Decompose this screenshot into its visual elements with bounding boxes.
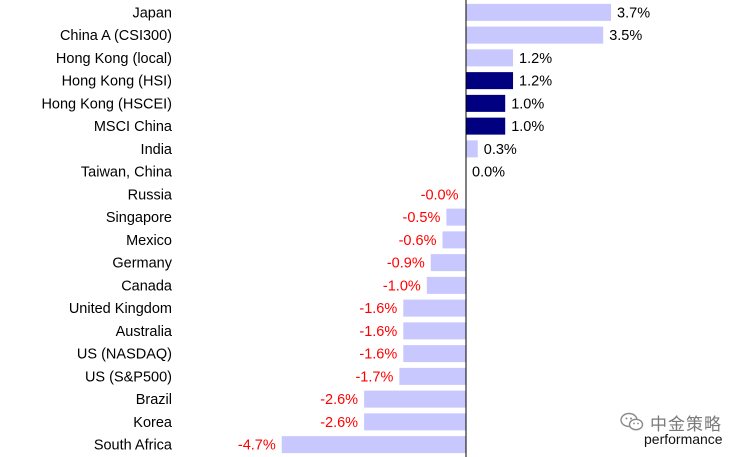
watermark-subtext: performance — [644, 431, 723, 447]
value-label-united-kingdom: -1.6% — [359, 301, 397, 317]
category-label-mexico: Mexico — [126, 233, 172, 249]
value-label-us-nasdaq: -1.6% — [359, 347, 397, 363]
value-label-germany: -0.9% — [387, 256, 425, 272]
value-label-hong-kong-hsi: 1.2% — [519, 74, 552, 90]
value-label-mexico: -0.6% — [399, 233, 437, 249]
value-label-japan: 3.7% — [617, 5, 650, 21]
category-label-taiwan-china: Taiwan, China — [81, 165, 173, 181]
bar-china-a-csi300 — [466, 26, 604, 44]
category-label-hong-kong-hscei: Hong Kong (HSCEI) — [41, 96, 172, 112]
value-label-msci-china: 1.0% — [511, 119, 544, 135]
bar-brazil — [364, 390, 466, 408]
category-label-canada: Canada — [121, 278, 173, 294]
category-label-japan: Japan — [132, 5, 172, 21]
value-label-canada: -1.0% — [383, 278, 421, 294]
category-label-hong-kong-hsi: Hong Kong (HSI) — [62, 74, 172, 90]
category-label-hong-kong-local: Hong Kong (local) — [56, 51, 172, 67]
category-label-china-a-csi300: China A (CSI300) — [60, 28, 172, 44]
category-label-korea: Korea — [133, 415, 173, 431]
value-label-us-s-p500: -1.7% — [355, 369, 393, 385]
value-label-korea: -2.6% — [320, 415, 358, 431]
category-label-india: India — [141, 142, 173, 158]
bar-msci-china — [466, 117, 506, 135]
category-label-south-africa: South Africa — [94, 438, 173, 454]
category-label-msci-china: MSCI China — [94, 119, 173, 135]
wechat-icon — [620, 412, 644, 431]
bar-india — [466, 140, 478, 158]
category-label-russia: Russia — [128, 187, 173, 203]
bar-united-kingdom — [403, 299, 466, 317]
value-label-taiwan-china: 0.0% — [472, 165, 505, 181]
bar-korea — [364, 413, 466, 431]
value-label-hong-kong-hscei: 1.0% — [511, 96, 544, 112]
value-label-india: 0.3% — [484, 142, 517, 158]
watermark: 中金策略 performance — [620, 410, 748, 454]
category-labels-group: Japan China A (CSI300) Hong Kong (local) Ho… — [41, 5, 172, 453]
value-label-brazil: -2.6% — [320, 392, 358, 408]
bar-us-nasdaq — [403, 345, 466, 363]
bar-singapore — [446, 208, 466, 226]
bar-us-s-p500 — [399, 367, 466, 385]
bar-south-africa — [281, 436, 466, 454]
value-label-hong-kong-local: 1.2% — [519, 51, 552, 67]
bar-mexico — [442, 231, 466, 249]
bar-japan — [466, 3, 612, 21]
value-label-australia: -1.6% — [359, 324, 397, 340]
value-label-singapore: -0.5% — [403, 210, 441, 226]
category-label-us-nasdaq: US (NASDAQ) — [77, 347, 172, 363]
bar-australia — [403, 322, 466, 340]
bar-hong-kong-hscei — [466, 94, 506, 112]
bars-group — [281, 3, 612, 454]
category-label-us-s-p500: US (S&P500) — [85, 369, 172, 385]
bar-canada — [426, 276, 466, 294]
watermark-text: 中金策略 — [650, 415, 722, 435]
category-label-brazil: Brazil — [136, 392, 172, 408]
bar-hong-kong-hsi — [466, 72, 514, 90]
category-label-germany: Germany — [112, 256, 172, 272]
value-label-russia: -0.0% — [421, 187, 459, 203]
value-label-china-a-csi300: 3.5% — [609, 28, 642, 44]
category-label-united-kingdom: United Kingdom — [69, 301, 172, 317]
category-label-australia: Australia — [116, 324, 173, 340]
value-label-south-africa: -4.7% — [238, 438, 276, 454]
bar-germany — [430, 254, 466, 272]
value-labels-group: 3.7% 3.5% 1.2% 1.2% 1.0% 1.0% 0.3% 0.0% -0.0% -0.… — [238, 5, 650, 453]
bar-hong-kong-local — [466, 49, 514, 67]
category-label-singapore: Singapore — [106, 210, 172, 226]
